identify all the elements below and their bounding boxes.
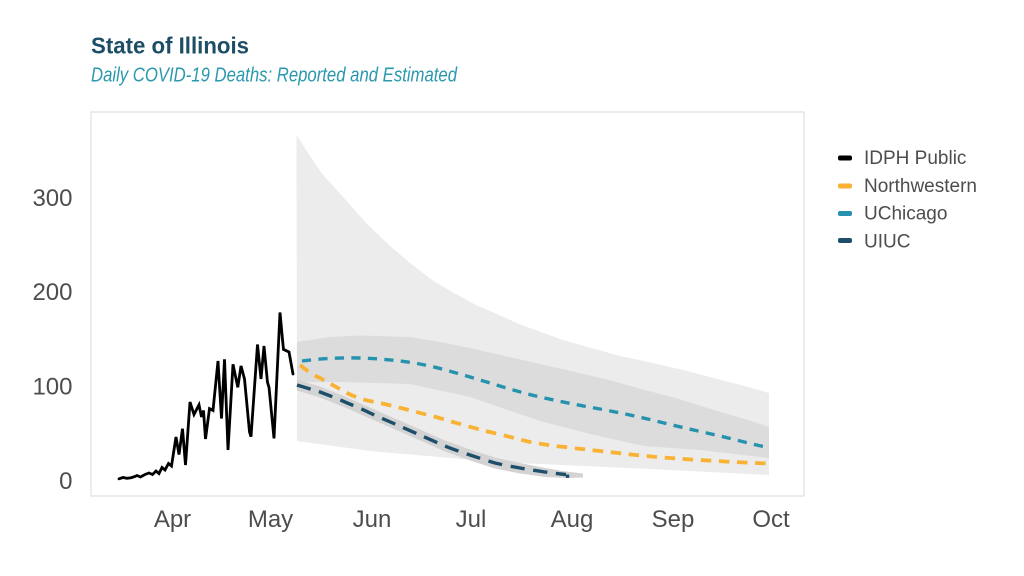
svg-text:Sep: Sep [652,506,695,533]
svg-text:Jul: Jul [456,506,487,533]
svg-text:200: 200 [32,279,72,306]
svg-text:Jun: Jun [353,506,392,533]
svg-text:0: 0 [59,468,72,495]
svg-text:Aug: Aug [551,506,594,533]
svg-text:Northwestern: Northwestern [864,176,977,197]
svg-text:300: 300 [32,185,72,212]
svg-text:IDPH Public: IDPH Public [864,148,966,169]
svg-text:Oct: Oct [752,506,790,533]
svg-text:Apr: Apr [154,506,191,533]
svg-text:State of Illinois: State of Illinois [91,33,249,59]
svg-text:May: May [248,506,293,533]
svg-text:UChicago: UChicago [864,203,947,224]
svg-text:Daily COVID-19 Deaths: Reporte: Daily COVID-19 Deaths: Reported and Esti… [91,65,458,87]
svg-text:UIUC: UIUC [864,231,910,252]
svg-text:100: 100 [32,374,72,401]
